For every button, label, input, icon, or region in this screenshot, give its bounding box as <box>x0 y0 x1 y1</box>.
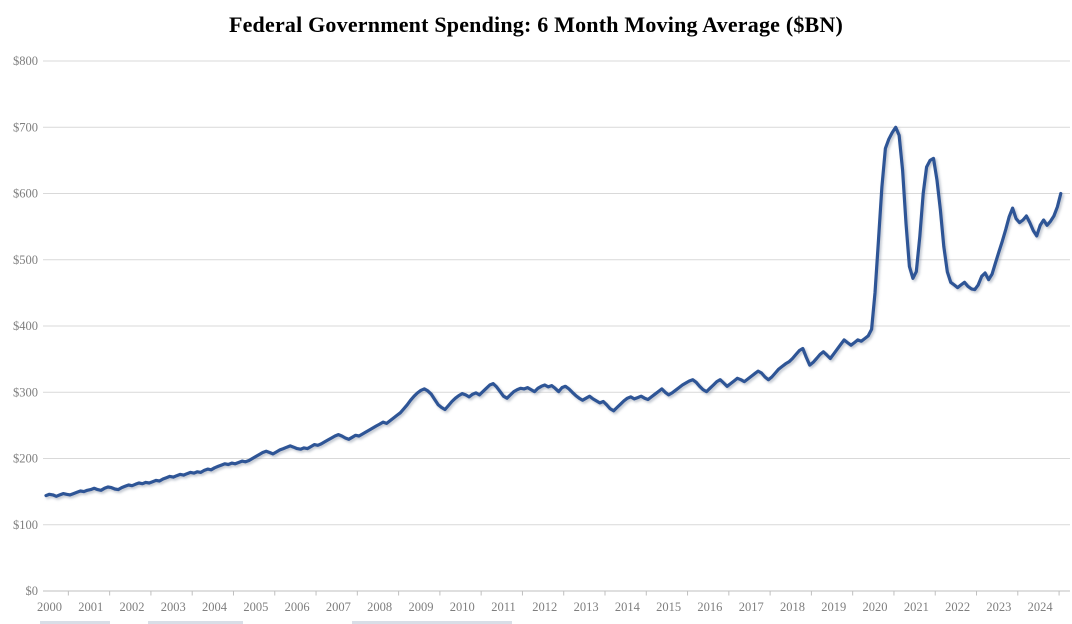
x-axis-tick-label: 2000 <box>37 600 62 614</box>
x-axis-tick-label: 2024 <box>1028 600 1054 614</box>
x-axis-tick-label: 2018 <box>780 600 805 614</box>
y-axis-tick-labels: $0 $100 $200 $300 $400 $500 $600 $700 $800 <box>13 54 38 598</box>
x-axis-tick-label: 2023 <box>986 600 1011 614</box>
x-axis-tick-label: 2019 <box>821 600 846 614</box>
x-axis-tick-label: 2006 <box>285 600 310 614</box>
x-axis-tick-label: 2014 <box>615 600 641 614</box>
x-axis-tick-label: 2021 <box>904 600 929 614</box>
x-axis-line <box>43 590 1070 596</box>
y-axis-tick-label: $800 <box>13 54 38 68</box>
x-axis-tick-labels: 2000 2001 2002 2003 2004 2005 2006 2007 2008 2009… <box>37 600 1053 614</box>
x-axis-tick-label: 2015 <box>656 600 681 614</box>
y-axis-tick-label: $100 <box>13 518 38 532</box>
x-axis-tick-label: 2011 <box>491 600 516 614</box>
y-axis-tick-label: $200 <box>13 452 38 466</box>
chart-title: Federal Government Spending: 6 Month Mov… <box>228 12 844 37</box>
x-axis-tick-label: 2008 <box>367 600 392 614</box>
y-axis-tick-label: $300 <box>13 385 38 399</box>
x-axis-tick-label: 2022 <box>945 600 970 614</box>
x-axis-tick-label: 2003 <box>161 600 186 614</box>
spending-line <box>44 125 1063 498</box>
x-axis-tick-label: 2010 <box>450 600 475 614</box>
x-axis-tick-label: 2017 <box>739 600 764 614</box>
x-axis-tick-label: 2009 <box>408 600 433 614</box>
clipped-text-remnant <box>0 621 1072 624</box>
x-axis-tick-label: 2012 <box>532 600 557 614</box>
y-axis-tick-label: $600 <box>13 187 38 201</box>
spending-line-series <box>44 125 1063 498</box>
y-axis-tick-label: $400 <box>13 319 38 333</box>
y-axis-tick-label: $700 <box>13 120 38 134</box>
x-axis-tick-label: 2016 <box>697 600 722 614</box>
x-axis-tick-label: 2007 <box>326 600 351 614</box>
y-axis-tick-label: $500 <box>13 253 38 267</box>
x-axis-tick-label: 2002 <box>120 600 145 614</box>
gridlines <box>43 60 1070 526</box>
x-axis-tick-label: 2020 <box>863 600 888 614</box>
x-axis-tick-label: 2005 <box>243 600 268 614</box>
x-axis-tick-label: 2001 <box>78 600 103 614</box>
x-axis-tick-label: 2004 <box>202 600 228 614</box>
x-axis-tick-label: 2013 <box>574 600 599 614</box>
y-axis-tick-label: $0 <box>26 584 39 598</box>
